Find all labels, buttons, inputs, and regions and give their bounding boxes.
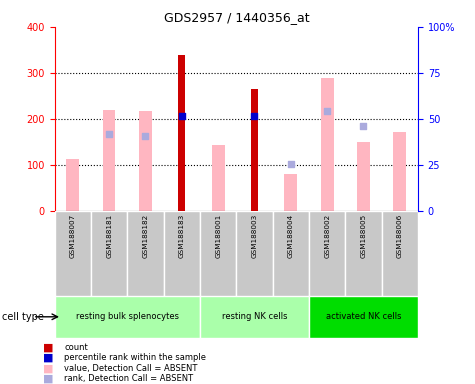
FancyBboxPatch shape [345, 211, 381, 296]
Text: ■: ■ [43, 353, 53, 363]
Point [178, 113, 186, 119]
FancyBboxPatch shape [91, 211, 127, 296]
Text: cell type: cell type [2, 312, 44, 322]
Title: GDS2957 / 1440356_at: GDS2957 / 1440356_at [163, 11, 309, 24]
Text: GSM188002: GSM188002 [324, 214, 330, 258]
FancyBboxPatch shape [309, 211, 345, 296]
FancyBboxPatch shape [200, 211, 237, 296]
FancyBboxPatch shape [127, 211, 163, 296]
FancyBboxPatch shape [55, 296, 200, 338]
Point [251, 113, 258, 119]
Point [360, 123, 367, 129]
Bar [139, 111, 152, 211]
Text: ■: ■ [43, 363, 53, 373]
Text: activated NK cells: activated NK cells [326, 312, 401, 321]
Text: ■: ■ [43, 343, 53, 353]
Point [323, 108, 331, 114]
Text: resting bulk splenocytes: resting bulk splenocytes [76, 312, 179, 321]
Text: value, Detection Call = ABSENT: value, Detection Call = ABSENT [64, 364, 198, 373]
FancyBboxPatch shape [237, 211, 273, 296]
Text: GSM188001: GSM188001 [215, 214, 221, 258]
FancyBboxPatch shape [163, 211, 200, 296]
Point [142, 133, 149, 139]
Text: resting NK cells: resting NK cells [222, 312, 287, 321]
Bar [103, 110, 115, 211]
Text: GSM188004: GSM188004 [288, 214, 294, 258]
Point [287, 161, 294, 167]
Text: GSM188183: GSM188183 [179, 214, 185, 258]
Bar [321, 78, 333, 211]
Bar [178, 55, 185, 211]
Bar [251, 89, 258, 211]
FancyBboxPatch shape [55, 211, 91, 296]
Text: GSM188182: GSM188182 [142, 214, 149, 258]
Text: count: count [64, 343, 88, 352]
Text: GSM188003: GSM188003 [251, 214, 257, 258]
FancyBboxPatch shape [381, 211, 418, 296]
Point [105, 131, 113, 137]
Text: rank, Detection Call = ABSENT: rank, Detection Call = ABSENT [64, 374, 193, 383]
Text: ■: ■ [43, 374, 53, 384]
Bar [357, 142, 370, 211]
FancyBboxPatch shape [309, 296, 418, 338]
Text: percentile rank within the sample: percentile rank within the sample [64, 353, 206, 362]
Text: GSM188005: GSM188005 [361, 214, 367, 258]
Text: GSM188181: GSM188181 [106, 214, 112, 258]
Text: GSM188007: GSM188007 [70, 214, 76, 258]
Bar [393, 132, 406, 211]
Text: GSM188006: GSM188006 [397, 214, 403, 258]
Bar [212, 145, 225, 211]
Bar [285, 174, 297, 211]
Bar [66, 159, 79, 211]
FancyBboxPatch shape [273, 211, 309, 296]
FancyBboxPatch shape [200, 296, 309, 338]
